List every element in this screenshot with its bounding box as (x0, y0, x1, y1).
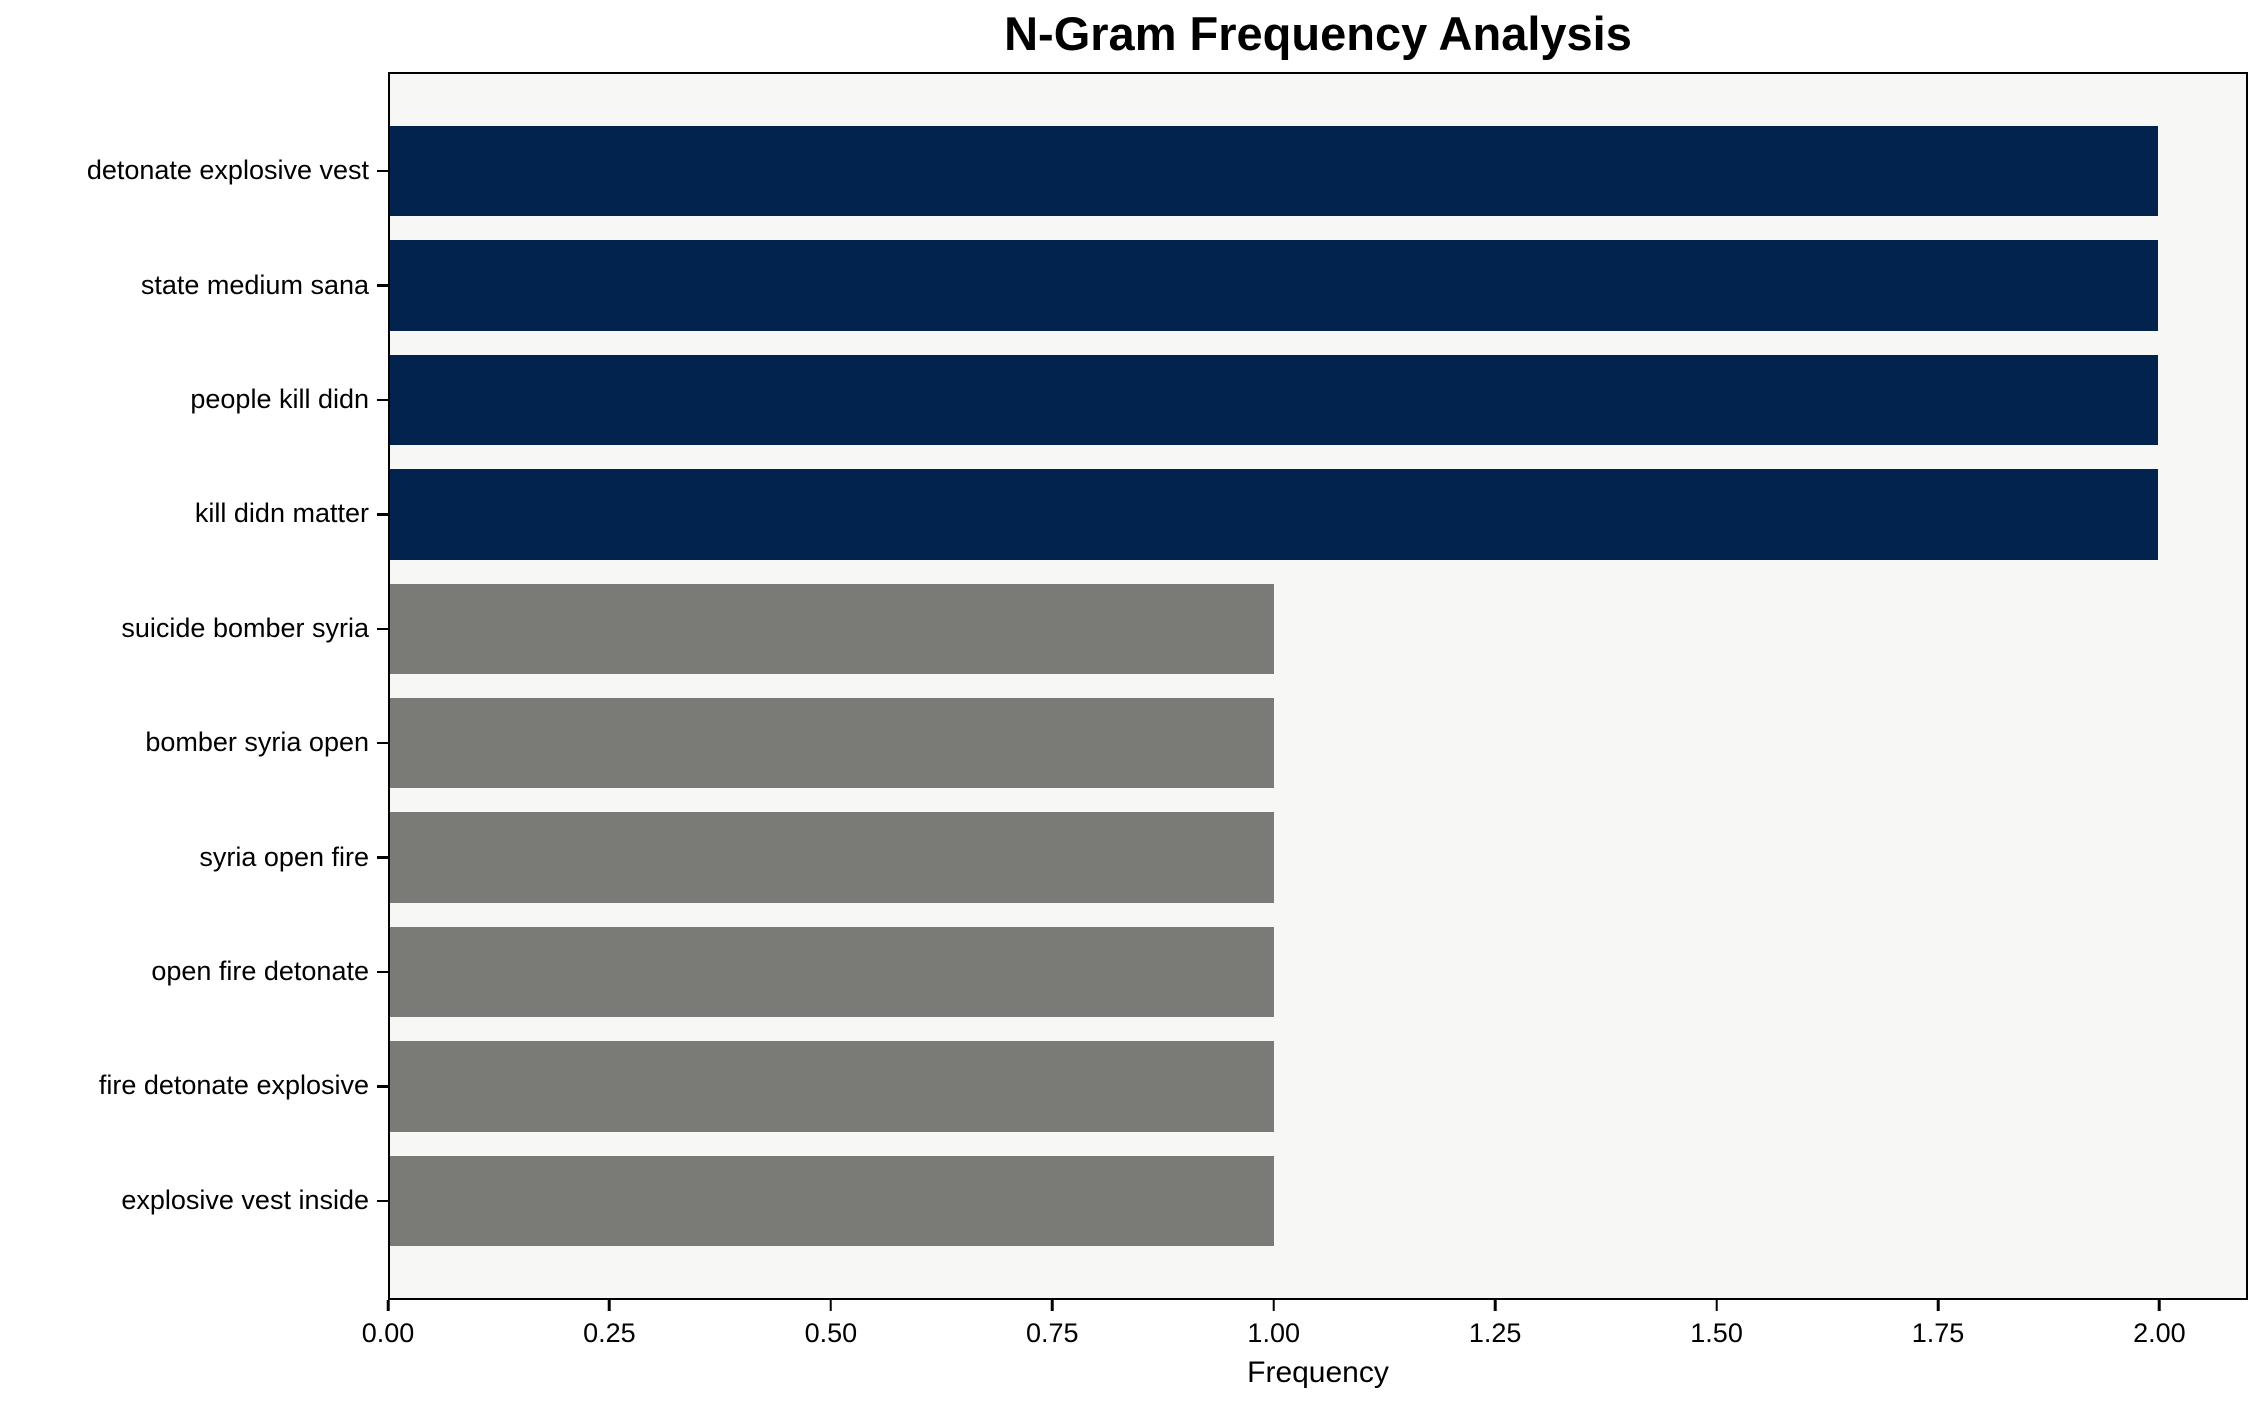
y-tick-label: open fire detonate (151, 955, 369, 986)
bar (390, 1155, 1274, 1247)
x-tick-label: 0.00 (361, 1317, 415, 1348)
x-tick-label: 1.50 (1690, 1317, 1743, 1348)
bar-band: fire detonate explosive (99, 1029, 2246, 1143)
x-tick: 0.50 (804, 1300, 858, 1349)
y-tick-label: people kill didn (190, 383, 369, 414)
y-tick-mark (377, 627, 388, 631)
bar (390, 926, 1274, 1018)
bar-band: kill didn matter (195, 457, 2246, 571)
bar (390, 354, 2158, 446)
x-tick: 1.50 (1690, 1300, 1743, 1349)
y-tick-mark (377, 513, 388, 516)
plot-area: detonate explosive vest state medium sana… (87, 72, 2248, 1300)
x-tick-mark (1493, 1300, 1497, 1311)
x-tick: 0.00 (361, 1300, 415, 1349)
x-tick: 1.75 (1911, 1300, 1965, 1349)
x-tick-mark (2158, 1300, 2161, 1311)
x-tick: 1.00 (1247, 1300, 1300, 1349)
x-tick-mark (1715, 1300, 1718, 1311)
x-tick-label: 1.25 (1468, 1317, 1522, 1348)
bar (390, 698, 1274, 789)
x-tick-label: 0.50 (804, 1317, 858, 1348)
x-tick-mark (608, 1300, 611, 1311)
bar-band: suicide bomber syria (121, 572, 2246, 686)
y-tick-mark (377, 284, 388, 287)
bar (390, 812, 1274, 903)
y-tick-label: kill didn matter (194, 498, 369, 529)
y-tick-mark (377, 398, 388, 402)
x-tick-mark (1272, 1300, 1275, 1311)
y-tick-mark (377, 741, 388, 745)
x-tick: 0.25 (583, 1300, 636, 1349)
y-tick-label: bomber syria open (145, 727, 369, 758)
bar-band: explosive vest inside (121, 1144, 2246, 1258)
y-tick-mark (377, 1085, 388, 1088)
x-tick-mark (1051, 1300, 1054, 1311)
x-tick-mark (386, 1300, 390, 1311)
y-tick-label: syria open fire (199, 841, 369, 872)
y-tick-mark (377, 1199, 388, 1203)
y-tick-label: state medium sana (140, 269, 369, 300)
x-tick: 0.75 (1026, 1300, 1079, 1349)
y-tick-mark (377, 856, 388, 859)
y-tick-mark (377, 970, 388, 974)
chart-title: N-Gram Frequency Analysis (1004, 7, 1632, 60)
bar (390, 126, 2158, 217)
bar-band: state medium sana (141, 228, 2246, 342)
bar (390, 583, 1274, 675)
y-tick-label: fire detonate explosive (98, 1070, 369, 1101)
bar-bands-container: detonate explosive vest state medium sana… (87, 74, 2246, 1298)
x-tick-label: 2.00 (2133, 1317, 2186, 1348)
bar-band: syria open fire (199, 800, 2246, 914)
x-tick-label: 1.00 (1247, 1317, 1300, 1348)
x-tick: 2.00 (2133, 1300, 2186, 1349)
bar (390, 469, 2158, 560)
bar-band: people kill didn (190, 343, 2246, 457)
bar-band: bomber syria open (145, 686, 2246, 800)
bar-band: open fire detonate (151, 915, 2246, 1029)
y-tick-label: detonate explosive vest (86, 155, 369, 186)
bar (390, 1041, 1274, 1132)
x-tick-label: 0.25 (583, 1317, 636, 1348)
x-tick-label: 1.75 (1911, 1317, 1965, 1348)
bar-band: detonate explosive vest (87, 114, 2246, 228)
x-axis: 0.00 0.25 0.50 0.75 1.00 1.25 1.50 1.75 2.00 (362, 1300, 2248, 1370)
y-tick-mark (377, 169, 388, 173)
x-tick-mark (829, 1300, 833, 1311)
x-tick-label: 0.75 (1026, 1317, 1079, 1348)
x-tick: 1.25 (1468, 1300, 1522, 1349)
y-tick-label: explosive vest inside (121, 1184, 369, 1215)
x-axis-label: Frequency (1247, 1356, 1389, 1389)
y-tick-label: suicide bomber syria (121, 612, 369, 643)
bar (390, 240, 2158, 331)
x-tick-mark (1936, 1300, 1940, 1311)
